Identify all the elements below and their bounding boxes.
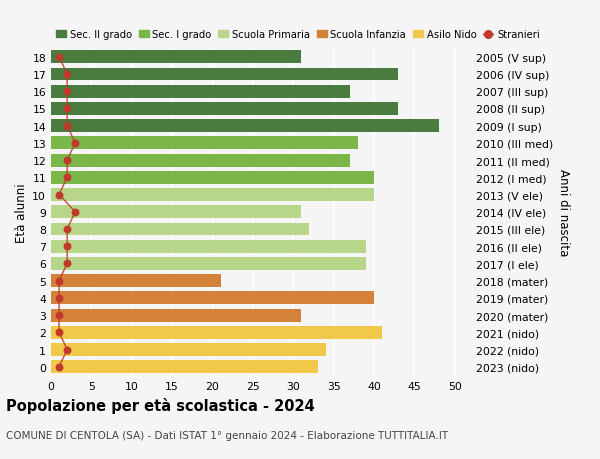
Legend: Sec. II grado, Sec. I grado, Scuola Primaria, Scuola Infanzia, Asilo Nido, Stran: Sec. II grado, Sec. I grado, Scuola Prim…: [56, 30, 539, 40]
Text: COMUNE DI CENTOLA (SA) - Dati ISTAT 1° gennaio 2024 - Elaborazione TUTTITALIA.IT: COMUNE DI CENTOLA (SA) - Dati ISTAT 1° g…: [6, 431, 448, 441]
Point: [62, 174, 72, 182]
Bar: [51, 51, 301, 64]
Bar: [51, 257, 366, 270]
Point: [54, 312, 64, 319]
Bar: [51, 343, 326, 356]
Bar: [51, 223, 310, 236]
Point: [62, 123, 72, 130]
Point: [54, 54, 64, 62]
Point: [70, 209, 80, 216]
Y-axis label: Età alunni: Età alunni: [15, 183, 28, 242]
Point: [62, 346, 72, 353]
Point: [54, 295, 64, 302]
Bar: [51, 120, 439, 133]
Point: [70, 140, 80, 147]
Point: [54, 277, 64, 285]
Point: [62, 260, 72, 268]
Bar: [51, 292, 374, 305]
Text: Popolazione per età scolastica - 2024: Popolazione per età scolastica - 2024: [6, 397, 315, 413]
Bar: [51, 309, 301, 322]
Bar: [51, 274, 221, 287]
Point: [62, 71, 72, 78]
Point: [62, 106, 72, 113]
Point: [62, 157, 72, 164]
Point: [54, 329, 64, 336]
Point: [62, 88, 72, 95]
Bar: [51, 68, 398, 81]
Bar: [51, 103, 398, 116]
Point: [62, 226, 72, 233]
Point: [62, 243, 72, 250]
Bar: [51, 206, 301, 219]
Bar: [51, 189, 374, 202]
Bar: [51, 85, 350, 98]
Bar: [51, 137, 358, 150]
Y-axis label: Anni di nascita: Anni di nascita: [557, 169, 570, 256]
Bar: [51, 172, 374, 185]
Point: [54, 191, 64, 199]
Point: [54, 363, 64, 370]
Bar: [51, 360, 317, 373]
Bar: [51, 154, 350, 167]
Bar: [51, 240, 366, 253]
Bar: [51, 326, 382, 339]
